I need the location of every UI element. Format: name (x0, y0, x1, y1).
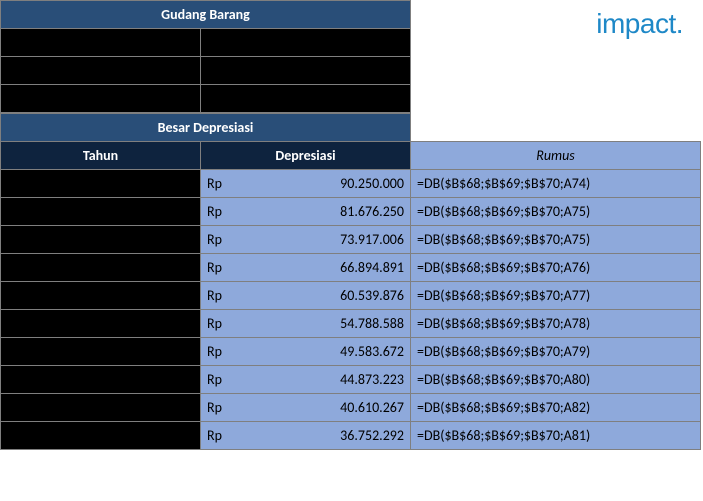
value-cell: 54.788.588 (256, 310, 411, 338)
table-row: Rp54.788.588=DB($B$68;$B$69;$B$70;A78) (1, 310, 701, 338)
value-cell: 90.250.000 (256, 170, 411, 198)
top-label (1, 85, 201, 113)
top-value (201, 85, 411, 113)
formula-cell: =DB($B$68;$B$69;$B$70;A74) (411, 170, 701, 198)
currency-cell: Rp (201, 422, 256, 450)
formula-cell: =DB($B$68;$B$69;$B$70;A78) (411, 310, 701, 338)
value-cell: 49.583.672 (256, 338, 411, 366)
impact-logo: impact. (596, 8, 683, 40)
top-label (1, 29, 201, 57)
value-cell: 73.917.006 (256, 226, 411, 254)
top-value (201, 57, 411, 85)
top-table-title: Gudang Barang (1, 1, 411, 29)
top-row (1, 29, 411, 57)
formula-cell: =DB($B$68;$B$69;$B$70;A82) (411, 394, 701, 422)
formula-cell: =DB($B$68;$B$69;$B$70;A75) (411, 198, 701, 226)
currency-cell: Rp (201, 394, 256, 422)
year-cell (1, 226, 201, 254)
top-label (1, 57, 201, 85)
year-cell (1, 338, 201, 366)
formula-cell: =DB($B$68;$B$69;$B$70;A80) (411, 366, 701, 394)
col-header-year: Tahun (1, 142, 201, 170)
formula-cell: =DB($B$68;$B$69;$B$70;A75) (411, 226, 701, 254)
currency-cell: Rp (201, 170, 256, 198)
year-cell (1, 310, 201, 338)
currency-cell: Rp (201, 366, 256, 394)
top-row (1, 57, 411, 85)
dep-section-title: Besar Depresiasi (1, 114, 411, 142)
value-cell: 66.894.891 (256, 254, 411, 282)
value-cell: 40.610.267 (256, 394, 411, 422)
value-cell: 44.873.223 (256, 366, 411, 394)
year-cell (1, 366, 201, 394)
currency-cell: Rp (201, 282, 256, 310)
table-row: Rp90.250.000=DB($B$68;$B$69;$B$70;A74) (1, 170, 701, 198)
year-cell (1, 394, 201, 422)
table-row: Rp81.676.250=DB($B$68;$B$69;$B$70;A75) (1, 198, 701, 226)
table-row: Rp44.873.223=DB($B$68;$B$69;$B$70;A80) (1, 366, 701, 394)
table-row: Rp49.583.672=DB($B$68;$B$69;$B$70;A79) (1, 338, 701, 366)
year-cell (1, 170, 201, 198)
currency-cell: Rp (201, 310, 256, 338)
table-row: Rp73.917.006=DB($B$68;$B$69;$B$70;A75) (1, 226, 701, 254)
year-cell (1, 422, 201, 450)
formula-cell: =DB($B$68;$B$69;$B$70;A79) (411, 338, 701, 366)
value-cell: 36.752.292 (256, 422, 411, 450)
currency-cell: Rp (201, 226, 256, 254)
table-row: Rp40.610.267=DB($B$68;$B$69;$B$70;A82) (1, 394, 701, 422)
top-table: Gudang Barang (0, 0, 411, 113)
top-value (201, 29, 411, 57)
currency-cell: Rp (201, 198, 256, 226)
page-container: impact. Gudang Barang Besar Depresiasi (0, 0, 703, 450)
table-row: Rp36.752.292=DB($B$68;$B$69;$B$70;A81) (1, 422, 701, 450)
table-row: Rp60.539.876=DB($B$68;$B$69;$B$70;A77) (1, 282, 701, 310)
currency-cell: Rp (201, 338, 256, 366)
value-cell: 60.539.876 (256, 282, 411, 310)
value-cell: 81.676.250 (256, 198, 411, 226)
col-header-formula: Rumus (411, 142, 701, 170)
formula-cell: =DB($B$68;$B$69;$B$70;A77) (411, 282, 701, 310)
depreciation-table: Besar Depresiasi Tahun Depresiasi Rumus … (0, 113, 701, 450)
top-row (1, 85, 411, 113)
year-cell (1, 282, 201, 310)
year-cell (1, 198, 201, 226)
table-row: Rp66.894.891=DB($B$68;$B$69;$B$70;A76) (1, 254, 701, 282)
col-header-dep: Depresiasi (201, 142, 411, 170)
empty-cell (411, 114, 701, 142)
formula-cell: =DB($B$68;$B$69;$B$70;A81) (411, 422, 701, 450)
year-cell (1, 254, 201, 282)
currency-cell: Rp (201, 254, 256, 282)
formula-cell: =DB($B$68;$B$69;$B$70;A76) (411, 254, 701, 282)
